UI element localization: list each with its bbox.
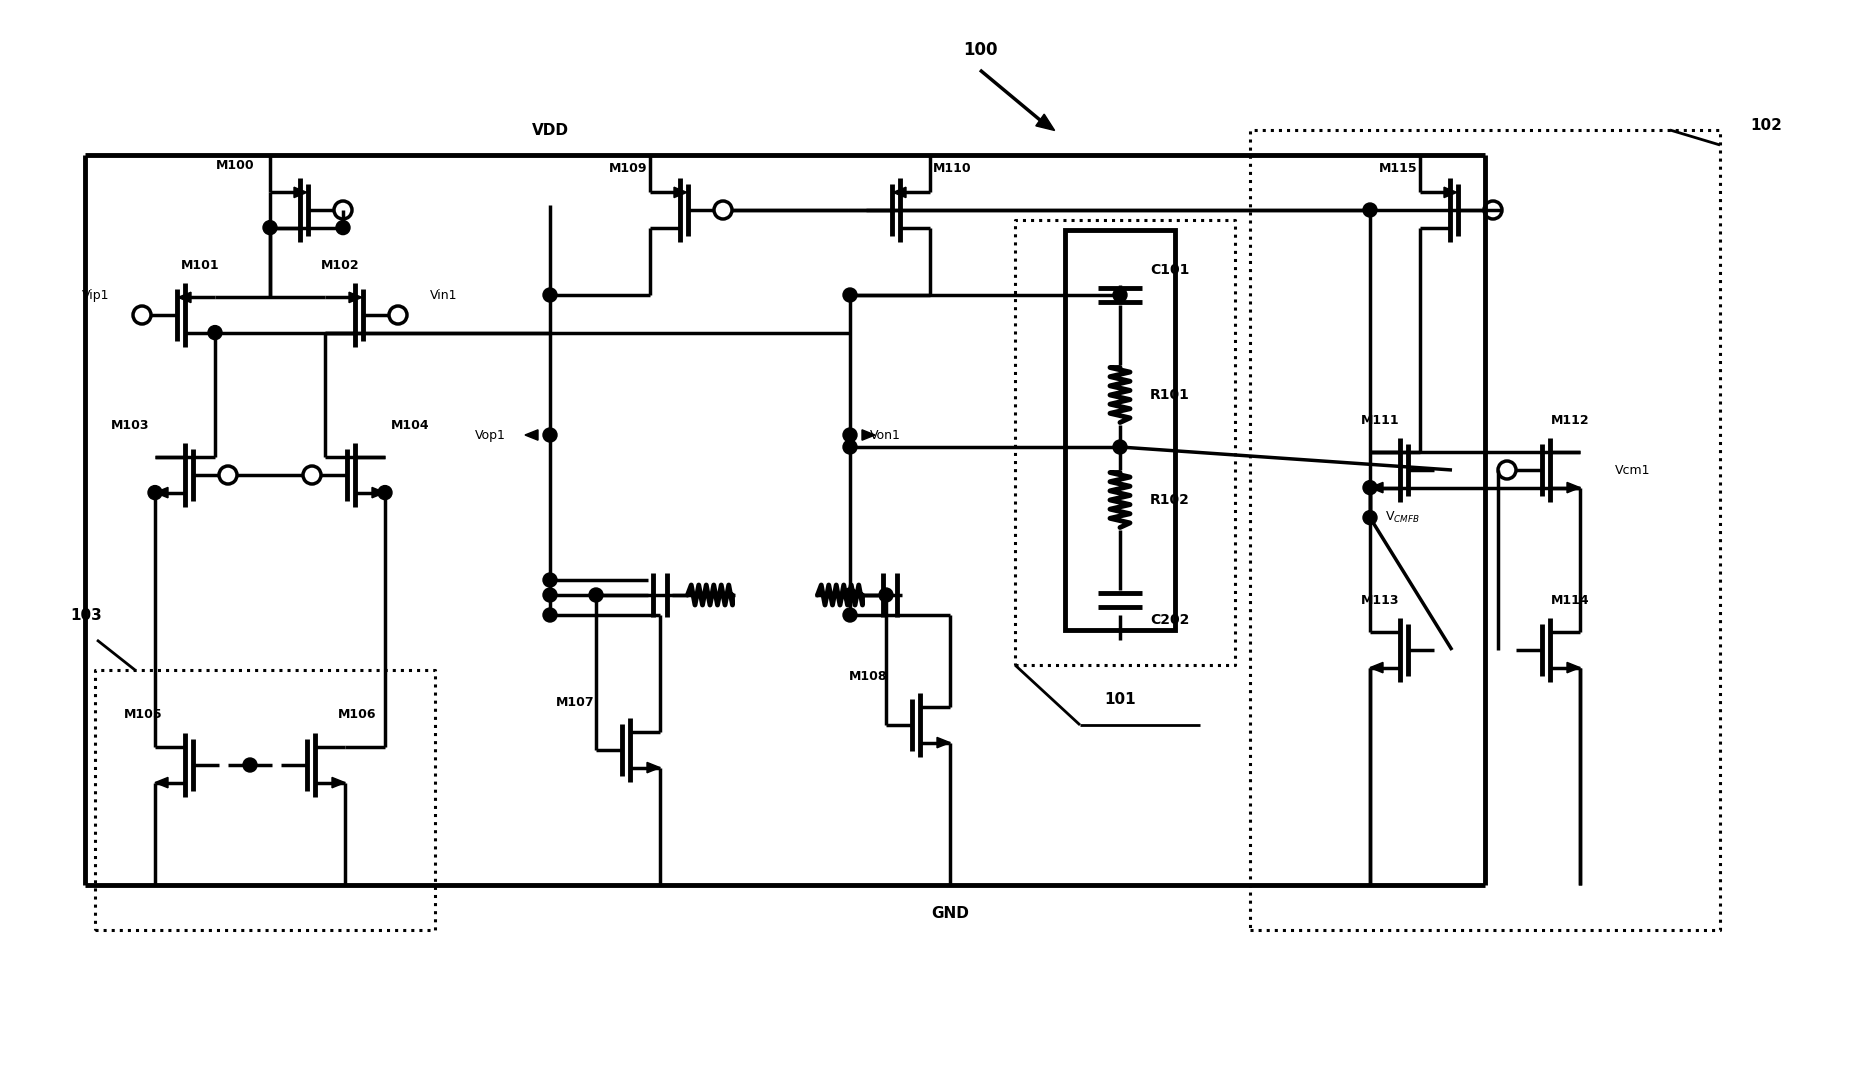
Circle shape <box>147 486 162 499</box>
Text: M100: M100 <box>216 158 254 171</box>
Text: M106: M106 <box>338 709 377 722</box>
Text: M108: M108 <box>849 671 886 684</box>
Text: M101: M101 <box>181 258 220 271</box>
Circle shape <box>207 326 222 340</box>
Text: C202: C202 <box>1149 613 1191 627</box>
Text: 102: 102 <box>1750 117 1782 132</box>
Polygon shape <box>371 487 384 498</box>
Circle shape <box>243 758 258 773</box>
Text: R102: R102 <box>1149 493 1191 507</box>
Circle shape <box>843 288 856 302</box>
Polygon shape <box>295 188 308 197</box>
Circle shape <box>843 608 856 622</box>
Text: M112: M112 <box>1551 413 1590 426</box>
Polygon shape <box>674 188 687 197</box>
Text: M114: M114 <box>1551 593 1590 607</box>
Polygon shape <box>524 430 537 441</box>
Text: 101: 101 <box>1105 692 1136 707</box>
Polygon shape <box>155 777 168 788</box>
Text: M115: M115 <box>1379 162 1418 175</box>
Polygon shape <box>349 292 362 303</box>
Circle shape <box>543 608 556 622</box>
Circle shape <box>879 588 894 602</box>
Circle shape <box>843 588 856 602</box>
Circle shape <box>843 427 856 442</box>
Polygon shape <box>894 188 907 197</box>
Circle shape <box>1362 203 1377 217</box>
Circle shape <box>336 220 351 234</box>
Text: 103: 103 <box>71 608 103 623</box>
Text: C101: C101 <box>1149 263 1191 277</box>
Text: M110: M110 <box>933 162 972 175</box>
Polygon shape <box>937 738 950 748</box>
Circle shape <box>543 288 556 302</box>
Text: VDD: VDD <box>532 123 569 138</box>
Polygon shape <box>1370 483 1383 493</box>
Text: R101: R101 <box>1149 388 1191 403</box>
Text: Von1: Von1 <box>870 429 901 442</box>
Text: M107: M107 <box>556 695 593 709</box>
Polygon shape <box>648 763 661 773</box>
Polygon shape <box>332 777 345 788</box>
Circle shape <box>543 427 556 442</box>
Circle shape <box>1362 511 1377 525</box>
Text: M105: M105 <box>123 709 162 722</box>
Circle shape <box>1362 481 1377 495</box>
Polygon shape <box>1567 483 1581 493</box>
Text: M102: M102 <box>321 258 360 271</box>
Text: Vop1: Vop1 <box>474 429 506 442</box>
Circle shape <box>843 441 856 454</box>
Circle shape <box>379 486 392 499</box>
Text: M109: M109 <box>608 162 648 175</box>
Polygon shape <box>862 430 875 441</box>
Circle shape <box>1112 441 1127 454</box>
Polygon shape <box>177 292 190 303</box>
Text: M104: M104 <box>390 419 429 432</box>
Polygon shape <box>1567 663 1581 673</box>
Text: M111: M111 <box>1360 413 1400 426</box>
Polygon shape <box>1036 114 1054 130</box>
Circle shape <box>590 588 603 602</box>
Polygon shape <box>1444 188 1457 197</box>
Text: 100: 100 <box>963 41 996 59</box>
Text: Vcm1: Vcm1 <box>1614 463 1651 476</box>
Polygon shape <box>155 487 168 498</box>
Circle shape <box>543 588 556 602</box>
Text: M103: M103 <box>110 419 149 432</box>
Polygon shape <box>1370 663 1383 673</box>
Circle shape <box>1112 288 1127 302</box>
Text: Vip1: Vip1 <box>82 289 110 302</box>
Text: V$_{CMFB}$: V$_{CMFB}$ <box>1385 510 1420 525</box>
Text: Vin1: Vin1 <box>431 289 457 302</box>
Circle shape <box>263 220 276 234</box>
Circle shape <box>543 573 556 587</box>
Text: M113: M113 <box>1360 593 1400 607</box>
Text: GND: GND <box>931 906 968 920</box>
